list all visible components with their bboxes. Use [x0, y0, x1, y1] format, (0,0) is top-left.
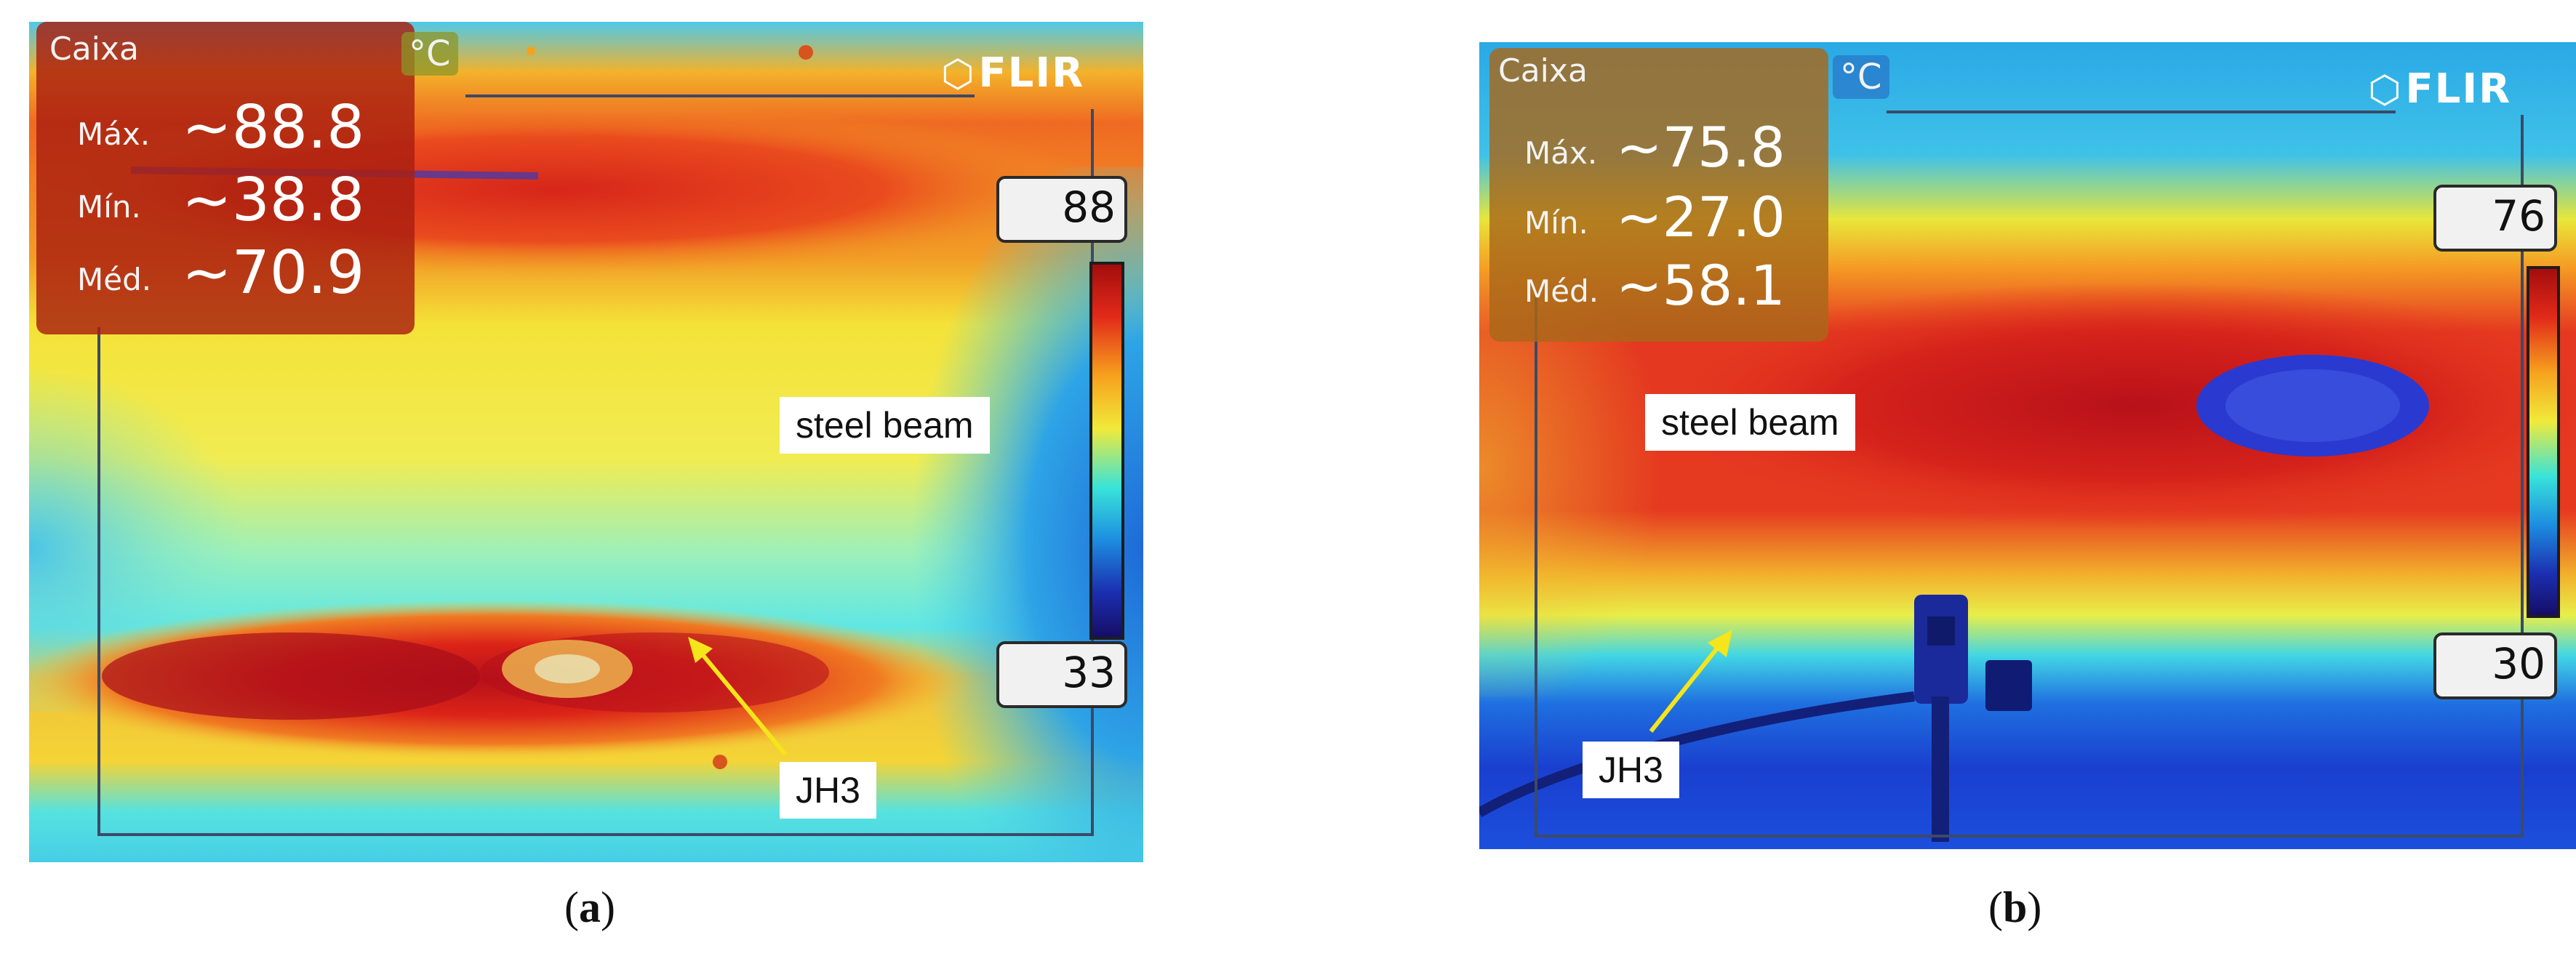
frame-line-bottom	[1535, 835, 2524, 838]
stat-max-value: ~75.8	[1616, 115, 1785, 180]
flir-logo-mark-icon: ⬡	[941, 52, 976, 96]
color-scale-bar	[1089, 262, 1124, 640]
thermal-image-b: Caixa Máx. ~75.8 Mín. ~27.0 Méd. ~58.1 °…	[1479, 42, 2576, 849]
flir-logo-text: FLIR	[978, 49, 1085, 97]
stats-panel: Caixa Máx. ~75.8 Mín. ~27.0 Méd. ~58.1	[1489, 48, 1828, 342]
steel-beam-label: steel beam	[780, 397, 990, 454]
sensor-arrow-icon	[1649, 630, 1732, 733]
stat-max-label: Máx.	[1524, 135, 1598, 171]
stat-min-value: ~38.8	[182, 166, 365, 235]
caption-b-letter: b	[2002, 883, 2028, 931]
scale-min-box: 30	[2433, 632, 2557, 699]
stat-max-label: Máx.	[77, 116, 151, 152]
flir-logo-mark-icon: ⬡	[2368, 68, 2403, 112]
unit-label: °C	[1833, 55, 1889, 99]
stat-avg-label: Méd.	[77, 262, 152, 297]
scale-max-box: 76	[2433, 185, 2557, 252]
stat-max-value: ~88.8	[182, 93, 365, 162]
mode-label: Caixa	[1498, 52, 1588, 89]
flir-logo: ⬡FLIR	[2368, 65, 2511, 113]
stat-avg-value: ~70.9	[182, 238, 365, 308]
sensor-label: JH3	[780, 762, 876, 819]
stat-avg-label: Méd.	[1524, 273, 1599, 309]
caption-a: (a)	[564, 883, 615, 931]
caption-a-letter: a	[578, 883, 601, 931]
thermal-image-a: Caixa Máx. ~88.8 Mín. ~38.8 Méd. ~70.9 °…	[29, 22, 1143, 862]
caption-b: (b)	[1988, 883, 2042, 931]
scale-min-box: 33	[996, 641, 1127, 708]
frame-line-left	[97, 327, 100, 836]
unit-label: °C	[401, 32, 458, 76]
frame-line-bottom	[97, 833, 1094, 836]
color-scale-bar	[2527, 266, 2560, 618]
mode-label: Caixa	[49, 31, 139, 68]
frame-line-top	[465, 95, 975, 97]
stat-min-value: ~27.0	[1616, 185, 1785, 249]
stat-min-label: Mín.	[1524, 205, 1588, 241]
stat-min-label: Mín.	[77, 189, 141, 225]
stats-panel: Caixa Máx. ~88.8 Mín. ~38.8 Méd. ~70.9	[36, 22, 415, 334]
flir-logo-text: FLIR	[2405, 65, 2512, 113]
frame-line-top	[1887, 111, 2396, 113]
flir-logo: ⬡FLIR	[941, 49, 1084, 97]
frame-line-left	[1535, 297, 1537, 835]
steel-beam-label: steel beam	[1645, 394, 1855, 451]
stat-avg-value: ~58.1	[1616, 253, 1785, 318]
sensor-arrow-icon	[688, 637, 788, 756]
scale-max-box: 88	[996, 176, 1127, 243]
sensor-label: JH3	[1583, 742, 1679, 798]
frame-line-right	[2521, 115, 2524, 835]
